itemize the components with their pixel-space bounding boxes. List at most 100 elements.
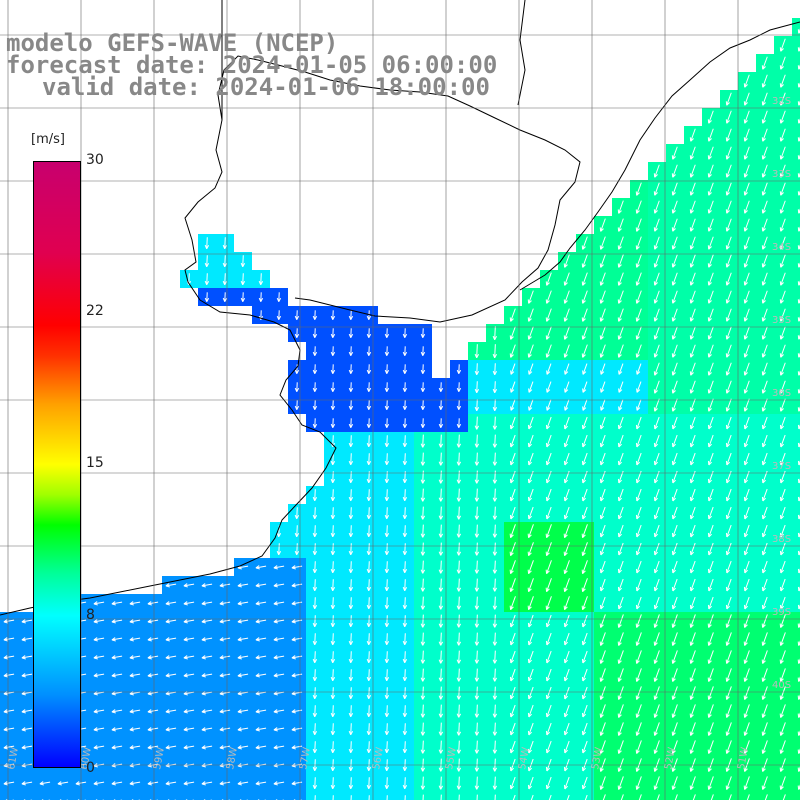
wind-arrow-head <box>314 658 318 663</box>
wind-arrow <box>726 254 732 268</box>
wind-arrow <box>708 650 714 664</box>
wind-arrow-head <box>350 712 354 717</box>
wind-arrow-head <box>618 318 622 322</box>
wind-arrow <box>780 596 786 610</box>
wind-arrow <box>690 182 696 196</box>
speed-cell <box>792 540 800 558</box>
wind-arrow <box>422 560 424 574</box>
wind-arrow <box>528 578 534 592</box>
wind-arrow <box>726 668 732 682</box>
wind-arrow-head <box>147 639 152 642</box>
wind-arrow-head <box>422 387 426 392</box>
wind-arrow-head <box>744 174 748 178</box>
wind-arrow <box>690 452 696 466</box>
wind-arrow <box>602 794 606 800</box>
wind-arrow <box>582 650 588 664</box>
wind-arrow <box>600 524 606 538</box>
wind-arrow <box>494 506 496 520</box>
wind-arrow-head <box>386 766 390 771</box>
wind-arrow <box>564 578 570 592</box>
wind-arrow-head <box>294 369 298 374</box>
wind-arrow-head <box>368 730 372 735</box>
wind-arrow <box>548 794 552 800</box>
wind-arrow-head <box>348 622 352 627</box>
wind-arrow-head <box>240 280 244 285</box>
wind-arrow <box>404 543 406 555</box>
wind-arrow <box>762 488 768 502</box>
wind-arrow-head <box>798 85 800 88</box>
wind-arrow <box>690 380 696 394</box>
wind-arrow-head <box>546 713 551 718</box>
wind-arrow <box>314 561 316 573</box>
wind-arrow <box>564 272 570 286</box>
wind-arrow-head <box>744 533 749 538</box>
wind-arrow <box>350 507 352 519</box>
wind-arrow-head <box>404 478 408 483</box>
wind-arrow-head <box>510 570 514 575</box>
wind-arrow-head <box>458 695 462 700</box>
speed-cell <box>792 306 800 324</box>
wind-arrow <box>314 579 316 591</box>
wind-arrow <box>672 740 678 754</box>
wind-arrow-head <box>510 731 515 736</box>
speed-cell <box>792 90 800 108</box>
speed-cell <box>792 378 800 396</box>
wind-arrow <box>530 794 534 800</box>
wind-arrow-head <box>255 639 260 642</box>
wind-arrow-head <box>726 425 731 430</box>
wind-arrow-head <box>456 677 460 682</box>
wind-arrow <box>636 182 642 196</box>
wind-arrow <box>618 560 624 574</box>
wind-arrow-head <box>273 673 278 677</box>
wind-arrow <box>672 668 678 682</box>
wind-arrow-head <box>672 678 676 682</box>
wind-arrow <box>564 776 570 790</box>
wind-arrow <box>564 452 570 466</box>
wind-arrow-head <box>330 532 334 537</box>
wind-arrow <box>600 308 606 322</box>
wind-arrow <box>510 399 516 411</box>
wind-arrow-head <box>708 605 713 610</box>
wind-arrow <box>350 615 352 627</box>
wind-arrow-head <box>201 781 206 785</box>
wind-arrow <box>798 298 800 304</box>
wind-arrow-head <box>456 423 460 428</box>
wind-arrow-head <box>690 533 695 538</box>
wind-arrow <box>600 434 606 448</box>
wind-arrow-head <box>404 387 408 392</box>
wind-arrow-head <box>780 479 785 484</box>
wind-arrow-head <box>201 783 206 786</box>
wind-arrow-head <box>600 246 604 250</box>
wind-arrow-head <box>654 533 659 538</box>
wind-arrow <box>564 704 570 718</box>
wind-arrow-head <box>510 623 515 628</box>
wind-arrow-head <box>147 747 152 750</box>
wind-arrow <box>798 280 800 286</box>
wind-arrow-head <box>510 588 514 593</box>
wind-arrow <box>600 740 606 754</box>
wind-arrow <box>219 745 231 749</box>
wind-arrow <box>566 794 570 800</box>
wind-arrow-head <box>165 693 170 696</box>
wind-arrow-head <box>366 676 370 681</box>
wind-arrow <box>690 146 696 160</box>
wind-arrow-head <box>476 425 480 430</box>
wind-arrow-head <box>636 318 640 322</box>
wind-arrow <box>636 399 642 411</box>
wind-arrow-head <box>744 210 748 214</box>
wind-arrow <box>237 637 249 641</box>
wind-arrow-head <box>744 282 748 286</box>
wind-arrow-head <box>348 586 352 591</box>
wind-arrow-head <box>276 297 280 302</box>
wind-arrow-head <box>798 625 800 628</box>
wind-arrow <box>494 416 496 430</box>
wind-arrow-head <box>708 336 712 340</box>
wind-arrow <box>672 452 678 466</box>
wind-arrow-head <box>456 533 460 538</box>
wind-arrow-head <box>474 461 478 466</box>
wind-arrow <box>618 272 624 286</box>
wind-arrow-head <box>618 587 623 592</box>
wind-arrow <box>440 740 442 754</box>
wind-arrow <box>636 740 642 754</box>
speed-cell <box>792 684 800 702</box>
